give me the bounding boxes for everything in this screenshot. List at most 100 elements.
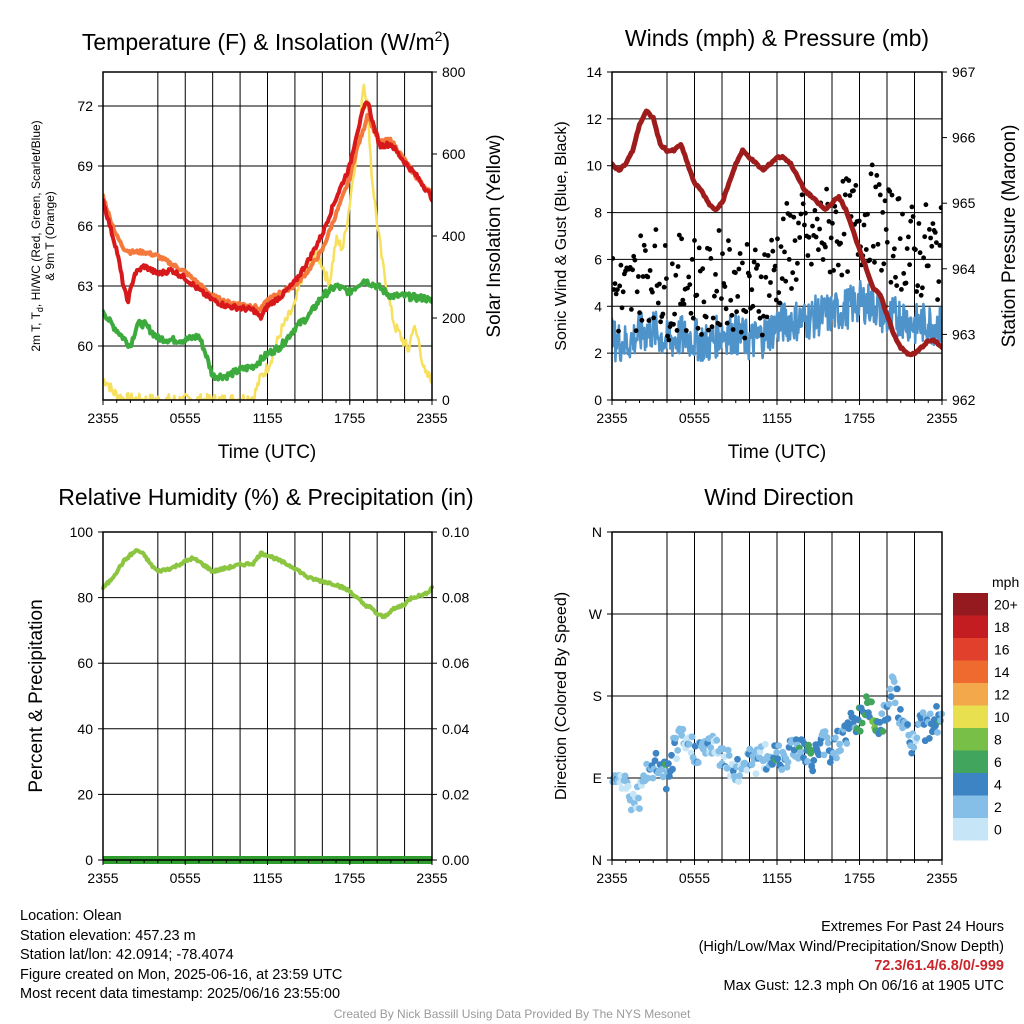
gust-point bbox=[680, 297, 686, 303]
gust-point bbox=[936, 279, 942, 284]
gust-point bbox=[908, 218, 914, 224]
gust-point bbox=[710, 315, 716, 321]
gust-point bbox=[797, 235, 803, 240]
y-tick-label: 0 bbox=[594, 392, 602, 408]
gust-point bbox=[870, 243, 876, 249]
direction-point bbox=[678, 732, 686, 739]
x-tick-label: 1755 bbox=[844, 870, 875, 886]
direction-point bbox=[669, 765, 676, 773]
gust-point bbox=[892, 246, 897, 252]
temperature-ylabel-line2: & 9m T (Orange) bbox=[43, 191, 57, 281]
direction-point bbox=[627, 806, 635, 814]
gust-point bbox=[758, 274, 764, 280]
winds-series bbox=[612, 108, 942, 363]
gust-point bbox=[657, 281, 662, 287]
gust-point bbox=[630, 267, 635, 273]
y-tick-label: 2 bbox=[594, 345, 602, 361]
speed-colorbar: 0 2 4 6 8 10 12 14 16 18 20+ bbox=[953, 593, 1018, 841]
gust-point bbox=[899, 287, 904, 292]
gust-point bbox=[935, 297, 940, 302]
gust-point bbox=[714, 288, 720, 294]
direction-point bbox=[893, 685, 901, 693]
gust-point bbox=[800, 201, 806, 207]
direction-point bbox=[644, 774, 652, 782]
direction-point bbox=[937, 717, 944, 724]
direction-point bbox=[832, 734, 839, 742]
direction-point bbox=[878, 710, 886, 717]
gust-point bbox=[632, 257, 638, 263]
direction-point bbox=[635, 794, 642, 802]
gust-point bbox=[930, 221, 936, 227]
gust-point bbox=[709, 324, 715, 330]
gust-point bbox=[613, 291, 619, 297]
colorbar-label: 12 bbox=[994, 686, 1010, 702]
colorbar-swatch bbox=[953, 750, 988, 773]
gust-point bbox=[778, 244, 784, 250]
direction-point bbox=[837, 747, 844, 754]
direction-point bbox=[651, 757, 659, 764]
gust-point bbox=[923, 202, 929, 208]
gust-point bbox=[665, 333, 670, 339]
credit-line: Created By Nick Bassill Using Data Provi… bbox=[333, 1007, 691, 1021]
gust-point bbox=[737, 251, 743, 256]
gust-point bbox=[888, 279, 894, 285]
direction-point bbox=[843, 740, 851, 747]
gust-point bbox=[928, 235, 933, 241]
direction-point bbox=[925, 735, 933, 742]
y-tick-label: W bbox=[589, 606, 603, 622]
gust-point bbox=[910, 214, 916, 219]
direction-point bbox=[926, 710, 934, 718]
direction-point bbox=[823, 734, 831, 741]
direction-point bbox=[719, 745, 727, 753]
gust-point bbox=[793, 277, 799, 282]
colorbar-swatch bbox=[953, 728, 988, 751]
temperature-y2label: Solar Insolation (Yellow) bbox=[484, 134, 505, 337]
direction-point bbox=[826, 758, 834, 766]
gust-point bbox=[820, 257, 826, 262]
gust-point bbox=[932, 230, 938, 235]
direction-point bbox=[804, 758, 811, 765]
humidity-title: Relative Humidity (%) & Precipitation (i… bbox=[58, 484, 473, 510]
gust-point bbox=[874, 173, 880, 178]
direction-point bbox=[856, 727, 864, 735]
colorbar-swatch bbox=[953, 818, 988, 841]
gust-point bbox=[879, 267, 884, 273]
temp-2m-line bbox=[103, 100, 432, 321]
gust-point bbox=[738, 329, 744, 335]
direction-point bbox=[790, 746, 798, 754]
direction-point bbox=[707, 744, 715, 751]
direction-point bbox=[756, 748, 764, 756]
direction-point bbox=[863, 693, 870, 700]
direction-point bbox=[919, 709, 927, 716]
y2-tick-label: 0.04 bbox=[442, 721, 469, 737]
gust-point bbox=[747, 273, 752, 279]
gust-point bbox=[823, 244, 828, 250]
direction-point bbox=[810, 757, 818, 764]
direction-point bbox=[809, 767, 817, 775]
gust-point bbox=[759, 332, 765, 338]
gust-point bbox=[675, 264, 681, 269]
direction-point bbox=[933, 703, 940, 710]
station-latlon: Station lat/lon: 42.0914; -78.4074 bbox=[20, 947, 234, 964]
y-tick-label: 12 bbox=[586, 111, 602, 127]
gust-point bbox=[661, 284, 667, 290]
gust-point bbox=[708, 256, 714, 261]
temperature-title: Temperature (F) & Insolation (W/m2) bbox=[82, 28, 450, 55]
humidity-ylabel: Percent & Precipitation bbox=[26, 599, 47, 792]
gust-point bbox=[612, 281, 618, 286]
gust-point bbox=[847, 193, 853, 198]
gust-point bbox=[775, 236, 780, 242]
temperature-panel: Temperature (F) & Insolation (W/m2) 2355… bbox=[29, 28, 505, 463]
gust-point bbox=[916, 221, 922, 226]
gust-point bbox=[883, 227, 889, 232]
gust-point bbox=[867, 257, 873, 263]
gust-point bbox=[772, 263, 778, 269]
gust-point bbox=[751, 259, 757, 265]
extremes-heading: Extremes For Past 24 Hours bbox=[821, 919, 1004, 935]
gust-point bbox=[764, 314, 770, 320]
humidity-panel: Relative Humidity (%) & Precipitation (i… bbox=[26, 484, 474, 886]
winds-ylabel: Sonic Wind & Gust (Blue, Black) bbox=[553, 121, 570, 350]
gust-point bbox=[789, 286, 794, 291]
direction-panel: Wind Direction 2355 0555 1155 1755 2355 N E S W N… bbox=[553, 484, 1019, 886]
gust-point bbox=[743, 309, 749, 315]
